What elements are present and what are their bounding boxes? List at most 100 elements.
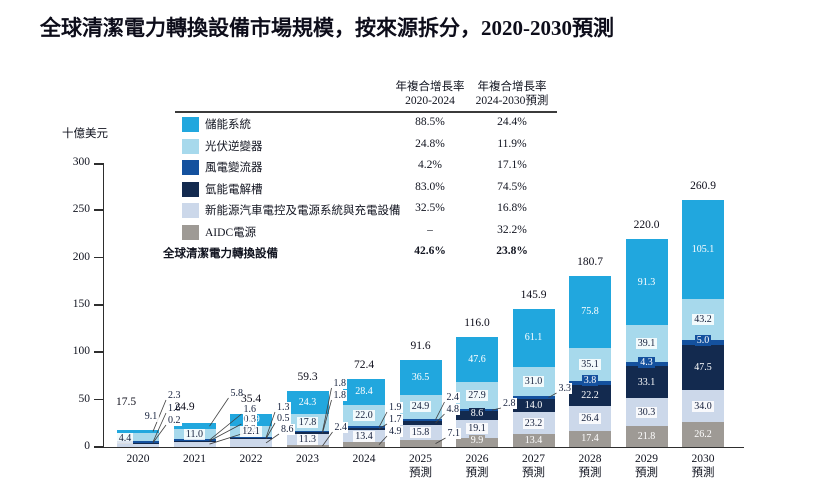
- bar-segment: [682, 390, 724, 423]
- y-axis-tick-label: 0: [84, 440, 90, 452]
- bar-total-label: 59.3: [297, 370, 318, 383]
- bar-segment: [286, 390, 329, 414]
- x-axis-label: 2020: [108, 453, 168, 467]
- bar-segment: [173, 423, 216, 429]
- callout-label: 5.8: [229, 388, 244, 399]
- legend-series-name: 儲能系統: [205, 119, 251, 131]
- bar-segment: [625, 238, 668, 326]
- bar-segment: [625, 426, 668, 447]
- callout-label: 8.6: [280, 424, 295, 435]
- x-axis-year: 2029: [635, 453, 658, 465]
- legend-swatch: [182, 160, 199, 175]
- legend-row: AIDC電源 – 32.2%: [163, 224, 573, 244]
- y-axis-tick: [94, 351, 103, 353]
- legend-series-name: 光伏逆變器: [205, 140, 263, 153]
- legend-cagr-2024-2030: 17.1%: [497, 159, 527, 171]
- x-axis-label: 2021: [165, 453, 225, 467]
- x-axis-year: 2021: [183, 453, 206, 465]
- bar-segment: [230, 437, 272, 439]
- callout-label: 0.3: [242, 414, 257, 425]
- x-axis-year: 2027: [522, 453, 545, 465]
- bar-segment: [569, 380, 611, 385]
- bar-segment: [512, 308, 555, 367]
- bar-segment: [399, 394, 442, 419]
- bar-total-label: 145.9: [520, 288, 547, 301]
- x-axis-label: 2025 預測: [391, 453, 451, 480]
- callout-label: 2.8: [502, 398, 517, 409]
- legend-cagr-2020-2024: –: [427, 223, 433, 236]
- legend-divider: [175, 111, 557, 113]
- callout-label: 4.8: [445, 404, 460, 415]
- bar-segment: [456, 419, 498, 438]
- callout-label: 0.2: [167, 415, 182, 426]
- bar-segment: [399, 418, 442, 421]
- bar-total-label: 220.0: [633, 218, 660, 231]
- cagr-header-2024-2030: 年複合增長率 2024-2030預測: [465, 80, 559, 108]
- legend-row: 風電變流器 4.2% 17.1%: [163, 159, 573, 179]
- x-axis-label: 2026 預測: [447, 453, 507, 480]
- cagr-header-line: 2020-2024: [405, 95, 455, 107]
- callout-label: 7.1: [446, 428, 461, 439]
- bar-segment: [682, 199, 724, 300]
- callout-label: 1.8: [332, 390, 347, 401]
- bar-segment: [343, 426, 385, 429]
- x-axis-forecast-tag: 預測: [409, 466, 432, 479]
- legend-swatch: [182, 117, 199, 132]
- callout-label: 3.3: [557, 383, 572, 394]
- y-axis-unit-label: 十億美元: [62, 128, 108, 140]
- x-axis-forecast-tag: 預測: [635, 466, 658, 479]
- bar-total-label: 260.9: [690, 179, 716, 192]
- bar-segment: [512, 412, 555, 435]
- bar-segment: [569, 430, 611, 447]
- cagr-header-line: 年複合增長率: [395, 81, 465, 93]
- bar-segment: [456, 408, 498, 412]
- legend-cagr-2024-2030: 32.2%: [497, 223, 527, 236]
- legend-series-name: AIDC電源: [205, 226, 257, 239]
- bar-segment: [117, 430, 159, 433]
- bar-segment: [286, 444, 329, 447]
- legend-cagr-2024-2030: 24.4%: [497, 116, 527, 128]
- x-axis-year: 2030: [691, 453, 715, 465]
- chart-title: 全球清潔電力轉換設備市場規模，按來源拆分，2020-2030預測: [40, 16, 614, 40]
- bar-segment: [343, 428, 385, 430]
- bar-segment: [117, 441, 159, 443]
- callout-label: 2.4: [445, 392, 460, 403]
- bar-segment: [682, 345, 724, 391]
- x-axis-year: 2028: [578, 453, 602, 465]
- legend-cagr-2020-2024: 88.5%: [415, 116, 445, 128]
- legend-total-cagr-2: 23.8%: [496, 245, 528, 257]
- x-axis-label: 2028 預測: [560, 453, 620, 480]
- legend-swatch: [182, 224, 199, 240]
- bar-segment: [569, 347, 611, 381]
- y-axis-tick: [94, 398, 103, 401]
- bar-segment: [625, 325, 668, 363]
- x-axis-forecast-tag: 預測: [691, 466, 715, 479]
- legend-row: 氫能電解槽 83.0% 74.5%: [163, 181, 573, 201]
- legend-cagr-2020-2024: 4.2%: [418, 159, 442, 171]
- bar-segment: [286, 430, 329, 433]
- bar-segment: [286, 432, 329, 435]
- bar-segment: [512, 434, 555, 447]
- callout-label: 1.3: [276, 402, 291, 413]
- bar-segment: [682, 340, 724, 346]
- bar-total-label: 180.7: [577, 255, 603, 268]
- callout-label: 6.2: [242, 424, 257, 435]
- callout-label: 2.4: [333, 422, 348, 433]
- x-axis-label: 2030 預測: [673, 453, 733, 480]
- callout-label: 1.9: [388, 402, 403, 413]
- callout-label: 2.3: [167, 390, 182, 401]
- callout-label: 1.6: [167, 403, 182, 414]
- legend-swatch: [182, 138, 199, 154]
- legend-total-label: 全球清潔電力轉換設備: [163, 248, 278, 260]
- callout-label: 0.5: [276, 413, 291, 424]
- legend-series-name: 氫能電解槽: [205, 183, 263, 196]
- bar-segment: [173, 439, 216, 441]
- x-axis-label: 2029 預測: [617, 453, 677, 480]
- x-axis-year: 2026: [465, 453, 489, 465]
- bar-segment: [117, 442, 159, 447]
- bar-segment: [625, 366, 668, 398]
- legend-swatch: [182, 181, 199, 197]
- x-axis-label: 2023: [278, 453, 338, 467]
- x-axis-forecast-tag: 預測: [578, 466, 602, 479]
